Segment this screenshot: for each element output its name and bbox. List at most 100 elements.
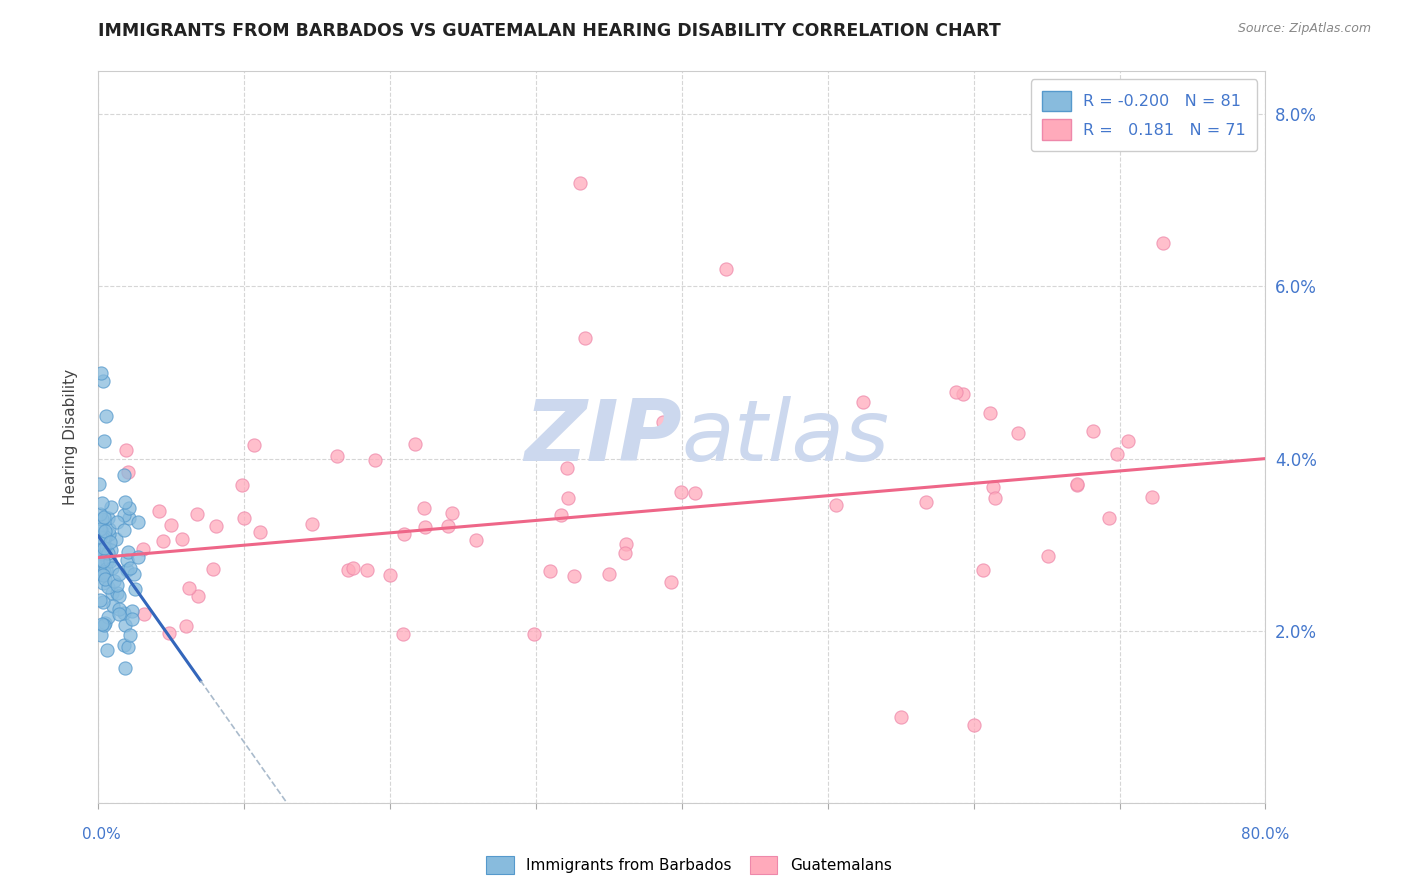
Point — [117, 562, 139, 576]
Point — [97, 527, 120, 541]
Point — [117, 545, 139, 559]
Point — [96, 643, 118, 657]
Point — [202, 561, 225, 575]
Point — [90, 496, 112, 510]
Point — [91, 595, 114, 609]
Point — [112, 638, 135, 652]
Point — [97, 546, 120, 560]
Point — [93, 565, 115, 579]
Point — [89, 553, 111, 567]
Text: 0.0%: 0.0% — [82, 827, 121, 841]
Point — [105, 533, 128, 547]
Point — [93, 541, 115, 556]
Point — [105, 586, 128, 600]
Point — [301, 516, 323, 531]
Point — [94, 562, 117, 576]
Point — [98, 522, 121, 536]
Point — [93, 510, 115, 524]
Legend: R = -0.200   N = 81, R =   0.181   N = 71: R = -0.200 N = 81, R = 0.181 N = 71 — [1031, 79, 1257, 151]
Point — [114, 661, 136, 675]
Point — [342, 561, 364, 575]
Point — [90, 512, 112, 526]
Point — [437, 519, 460, 533]
Point — [172, 533, 194, 547]
Point — [91, 567, 114, 582]
Point — [523, 627, 546, 641]
Point — [413, 520, 436, 534]
Point — [890, 710, 912, 724]
Point — [89, 593, 111, 607]
Point — [378, 568, 401, 582]
Point — [555, 461, 578, 475]
Point — [114, 495, 136, 509]
Point — [103, 574, 125, 588]
Point — [160, 517, 183, 532]
Point — [972, 563, 994, 577]
Point — [249, 524, 271, 539]
Point — [108, 607, 131, 622]
Point — [550, 508, 572, 522]
Point — [94, 524, 117, 538]
Point — [1066, 476, 1088, 491]
Point — [117, 553, 139, 567]
Point — [90, 542, 112, 557]
Point — [1152, 236, 1174, 251]
Point — [337, 563, 360, 577]
Point — [105, 578, 128, 592]
Point — [979, 406, 1001, 420]
Point — [89, 530, 111, 544]
Point — [100, 542, 122, 557]
Point — [598, 566, 620, 581]
Point — [94, 615, 117, 630]
Point — [97, 610, 120, 624]
Point — [118, 561, 141, 575]
Point — [122, 567, 145, 582]
Point — [714, 262, 737, 277]
Point — [121, 604, 143, 618]
Y-axis label: Hearing Disability: Hearing Disability — [63, 369, 77, 505]
Point — [93, 618, 115, 632]
Text: Source: ZipAtlas.com: Source: ZipAtlas.com — [1237, 22, 1371, 36]
Point — [614, 537, 637, 551]
Point — [1081, 425, 1104, 439]
Point — [945, 385, 967, 400]
Point — [108, 589, 131, 603]
Point — [91, 568, 114, 582]
Point — [101, 586, 124, 600]
Point — [1066, 478, 1088, 492]
Text: IMMIGRANTS FROM BARBADOS VS GUATEMALAN HEARING DISABILITY CORRELATION CHART: IMMIGRANTS FROM BARBADOS VS GUATEMALAN H… — [98, 22, 1001, 40]
Point — [94, 541, 117, 555]
Point — [117, 640, 139, 655]
Point — [112, 523, 135, 537]
Text: atlas: atlas — [682, 395, 890, 479]
Point — [89, 566, 111, 580]
Point — [825, 498, 848, 512]
Point — [94, 409, 117, 423]
Point — [1098, 511, 1121, 525]
Point — [100, 500, 122, 514]
Point — [179, 581, 201, 595]
Point — [413, 501, 436, 516]
Point — [1007, 426, 1029, 441]
Point — [100, 560, 122, 574]
Point — [90, 366, 112, 380]
Point — [157, 626, 180, 640]
Point — [404, 437, 426, 451]
Point — [187, 589, 209, 603]
Point — [90, 557, 112, 571]
Point — [683, 486, 706, 500]
Point — [101, 599, 124, 614]
Point — [91, 616, 114, 631]
Point — [392, 627, 415, 641]
Point — [96, 554, 118, 568]
Point — [852, 395, 875, 409]
Point — [97, 511, 120, 525]
Point — [127, 516, 149, 530]
Point — [952, 387, 974, 401]
Point — [117, 465, 139, 479]
Point — [574, 331, 596, 345]
Point — [205, 518, 228, 533]
Point — [364, 453, 387, 467]
Text: 80.0%: 80.0% — [1241, 827, 1289, 841]
Point — [243, 438, 266, 452]
